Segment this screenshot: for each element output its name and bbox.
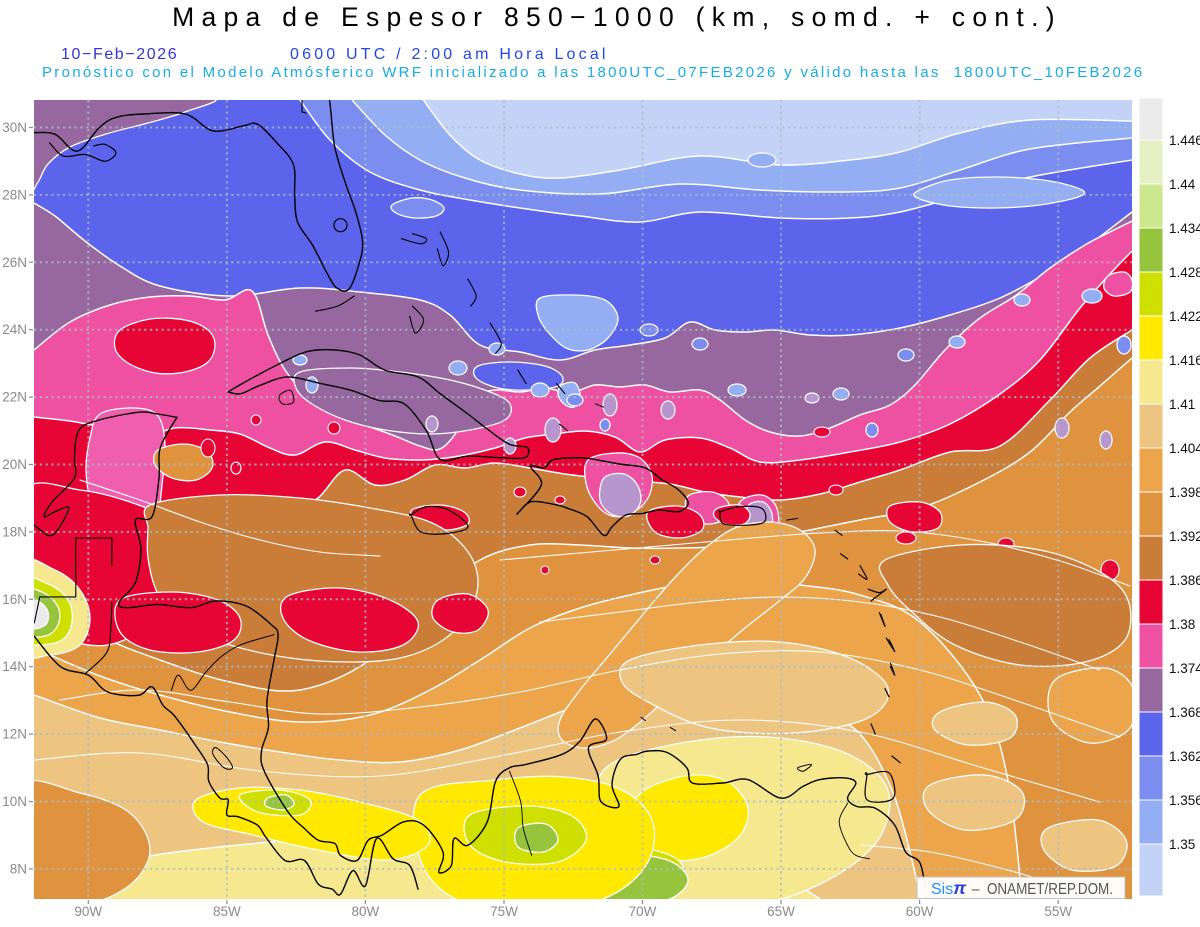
svg-text:1.386: 1.386 [1169, 573, 1200, 588]
svg-text:1.35: 1.35 [1169, 837, 1195, 852]
svg-text:75W: 75W [490, 904, 518, 919]
svg-text:1.392: 1.392 [1169, 529, 1200, 544]
svg-text:12N: 12N [2, 727, 27, 742]
svg-text:1.416: 1.416 [1169, 353, 1200, 368]
svg-text:Sisπ: Sisπ [931, 878, 966, 898]
svg-text:1.422: 1.422 [1169, 309, 1200, 324]
svg-text:85W: 85W [213, 904, 241, 919]
svg-text:22N: 22N [2, 390, 27, 405]
svg-text:1.41: 1.41 [1169, 397, 1195, 412]
svg-text:1.374: 1.374 [1169, 661, 1200, 676]
svg-text:1.368: 1.368 [1169, 705, 1200, 720]
svg-text:30N: 30N [2, 120, 27, 135]
svg-text:20N: 20N [2, 457, 27, 472]
svg-text:55W: 55W [1044, 904, 1072, 919]
svg-text:8N: 8N [10, 861, 27, 876]
svg-text:70W: 70W [629, 904, 657, 919]
svg-text:65W: 65W [767, 904, 795, 919]
svg-text:1.404: 1.404 [1169, 441, 1200, 456]
svg-text:1.38: 1.38 [1169, 617, 1195, 632]
svg-text:16N: 16N [2, 592, 27, 607]
svg-text:1.428: 1.428 [1169, 265, 1200, 280]
svg-text:– ONAMET/REP.DOM.: – ONAMET/REP.DOM. [972, 881, 1113, 898]
svg-text:1.398: 1.398 [1169, 485, 1200, 500]
svg-text:80W: 80W [352, 904, 380, 919]
svg-text:1.44: 1.44 [1169, 177, 1196, 192]
svg-text:26N: 26N [2, 255, 27, 270]
svg-text:1.356: 1.356 [1169, 793, 1200, 808]
svg-text:18N: 18N [2, 524, 27, 539]
svg-text:24N: 24N [2, 322, 27, 337]
svg-text:1.362: 1.362 [1169, 749, 1200, 764]
svg-text:1.434: 1.434 [1169, 221, 1200, 236]
svg-text:14N: 14N [2, 659, 27, 674]
svg-text:90W: 90W [74, 904, 102, 919]
svg-text:28N: 28N [2, 187, 27, 202]
svg-text:60W: 60W [906, 904, 934, 919]
svg-text:10N: 10N [2, 794, 27, 809]
svg-text:1.446: 1.446 [1169, 133, 1200, 148]
